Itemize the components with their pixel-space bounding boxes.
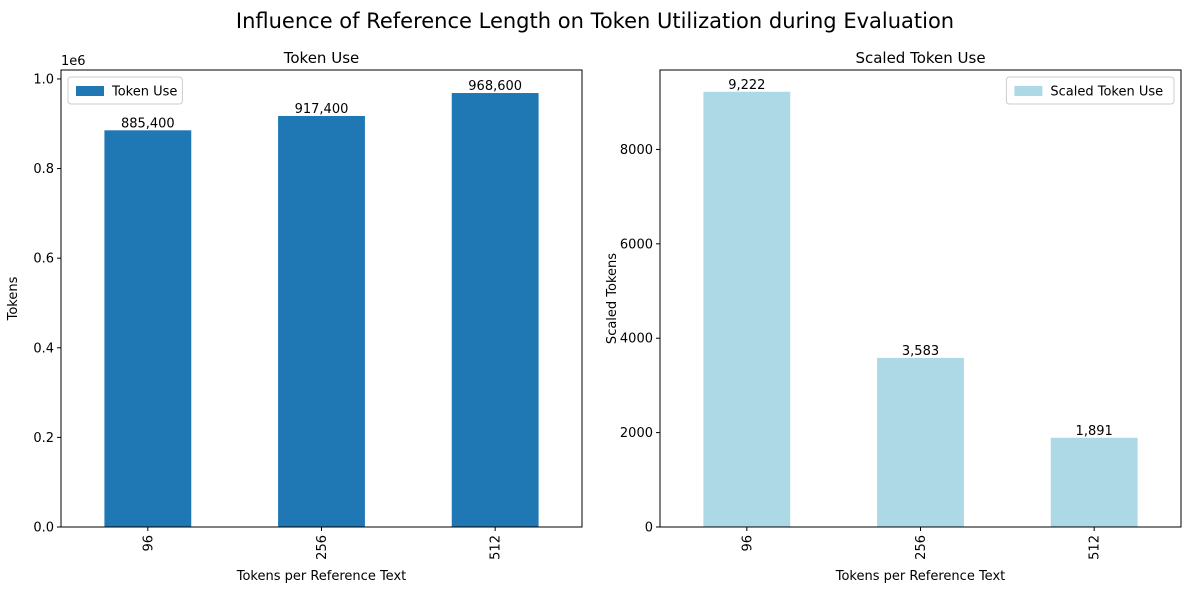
y-tick-label: 0.6	[33, 252, 54, 267]
y-tick-label: 0.8	[33, 162, 54, 177]
bar	[451, 93, 539, 528]
y-tick-label: 0.2	[33, 431, 54, 446]
x-tick-label: 256	[914, 535, 929, 560]
legend-label: Scaled Token Use	[1050, 85, 1163, 100]
x-tick-label: 256	[315, 535, 330, 560]
legend-swatch	[1014, 86, 1043, 96]
y-offset-text: 1e6	[61, 54, 86, 69]
y-tick-label: 2000	[620, 426, 653, 441]
y-tick-label: 0.0	[33, 521, 54, 536]
bar	[104, 130, 192, 527]
chart-title: Scaled Token Use	[855, 49, 985, 67]
figure-title: Influence of Reference Length on Token U…	[236, 9, 954, 33]
bar	[703, 91, 791, 527]
y-axis-label: Tokens	[6, 276, 21, 321]
y-tick-label: 0	[645, 521, 653, 536]
data-label: 917,400	[295, 102, 349, 117]
chart-scaled-token-use: 9,222 3,583 1,891 0 2000 4000 6000 8000 96 256 512…	[605, 49, 1182, 584]
chart-token-use: 885,400 917,400 968,600 0.0 0.2 0.4 0.6 0.8 1.0 9…	[6, 49, 583, 584]
legend-box	[67, 76, 183, 105]
y-axis-label: Scaled Tokens	[605, 253, 620, 344]
x-axis-label: Tokens per Reference Text	[835, 569, 1006, 584]
y-tick-label: 0.4	[33, 341, 54, 356]
legend-label: Token Use	[111, 85, 177, 100]
y-tick-label: 8000	[620, 143, 653, 158]
data-label: 9,222	[728, 78, 765, 93]
data-label: 1,891	[1076, 424, 1113, 439]
bar	[877, 357, 964, 527]
x-tick-label: 512	[1088, 535, 1103, 560]
chart-title: Token Use	[283, 49, 359, 67]
x-tick-label: 512	[489, 535, 504, 560]
data-label: 968,600	[468, 79, 522, 94]
legend-swatch	[76, 86, 104, 96]
data-label: 885,400	[121, 116, 175, 131]
y-tick-label: 6000	[620, 237, 653, 252]
y-tick-label: 1.0	[33, 72, 54, 87]
x-axis-label: Tokens per Reference Text	[236, 569, 407, 584]
x-tick-label: 96	[740, 535, 755, 552]
data-label: 3,583	[902, 344, 939, 359]
x-tick-label: 96	[141, 535, 156, 552]
bar	[278, 115, 365, 528]
legend-box	[1005, 76, 1175, 105]
legend: Scaled Token Use	[1005, 76, 1175, 105]
legend: Token Use	[67, 76, 183, 105]
y-tick-label: 4000	[620, 332, 653, 347]
bar	[1050, 437, 1138, 527]
